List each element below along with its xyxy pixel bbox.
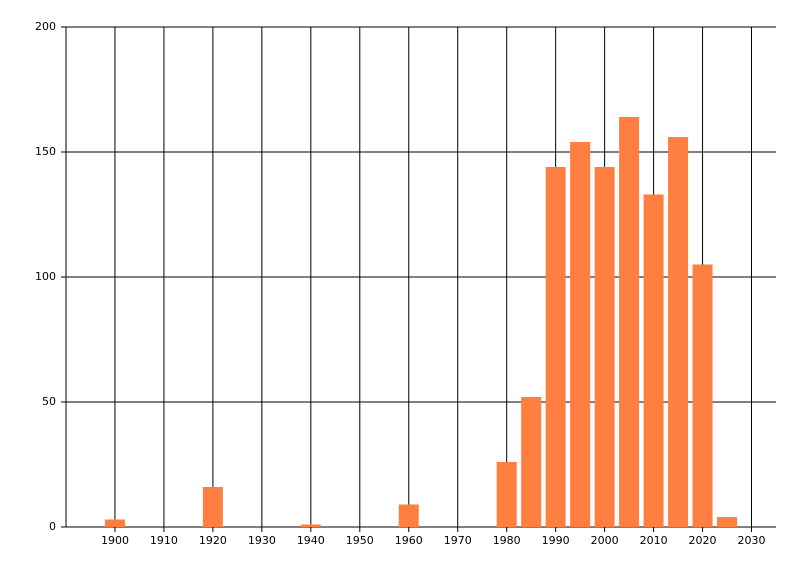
bar (202, 487, 223, 527)
bar (619, 117, 640, 527)
bar (104, 519, 125, 527)
x-tick-label: 2030 (738, 534, 766, 547)
bar (545, 167, 566, 527)
x-tick-label: 1910 (150, 534, 178, 547)
bar (300, 524, 321, 527)
x-tick-label: 1900 (101, 534, 129, 547)
x-tick-label: 1970 (444, 534, 472, 547)
bar (521, 397, 542, 527)
y-tick-label: 50 (42, 395, 56, 408)
bar (692, 264, 713, 527)
bar (496, 462, 517, 527)
bar (717, 517, 738, 527)
y-tick-label: 150 (35, 145, 56, 158)
x-tick-label: 2000 (591, 534, 619, 547)
y-tick-label: 100 (35, 270, 56, 283)
y-tick-label: 0 (49, 520, 56, 533)
x-tick-label: 1920 (199, 534, 227, 547)
x-tick-label: 1930 (248, 534, 276, 547)
x-tick-label: 1980 (493, 534, 521, 547)
x-tick-label: 1960 (395, 534, 423, 547)
bar (570, 142, 591, 527)
x-tick-label: 1950 (346, 534, 374, 547)
x-tick-label: 2010 (640, 534, 668, 547)
x-tick-label: 2020 (689, 534, 717, 547)
bar (668, 137, 689, 527)
bar (594, 167, 615, 527)
x-tick-label: 1990 (542, 534, 570, 547)
y-tick-label: 200 (35, 20, 56, 33)
bar (643, 194, 664, 527)
x-tick-label: 1940 (297, 534, 325, 547)
bar (398, 504, 419, 527)
